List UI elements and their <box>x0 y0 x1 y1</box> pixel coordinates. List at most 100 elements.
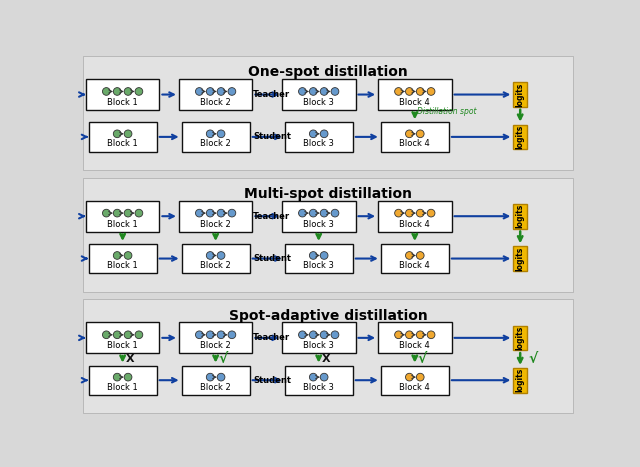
Text: Block 1: Block 1 <box>108 98 138 107</box>
Circle shape <box>395 331 403 339</box>
Circle shape <box>124 209 132 217</box>
Text: Block 2: Block 2 <box>200 341 231 350</box>
Circle shape <box>113 331 121 339</box>
Circle shape <box>206 88 214 95</box>
Circle shape <box>195 331 204 339</box>
Text: Block 2: Block 2 <box>200 140 231 149</box>
Circle shape <box>113 373 121 381</box>
Text: One-spot distillation: One-spot distillation <box>248 65 408 79</box>
FancyBboxPatch shape <box>378 201 452 232</box>
FancyBboxPatch shape <box>182 366 250 395</box>
Circle shape <box>195 209 204 217</box>
Circle shape <box>228 209 236 217</box>
Text: Block 3: Block 3 <box>303 261 334 270</box>
Circle shape <box>113 88 121 95</box>
FancyBboxPatch shape <box>282 322 355 353</box>
Circle shape <box>428 209 435 217</box>
Circle shape <box>320 373 328 381</box>
Text: Block 4: Block 4 <box>399 219 430 228</box>
FancyBboxPatch shape <box>86 79 159 110</box>
FancyBboxPatch shape <box>378 322 452 353</box>
Circle shape <box>195 88 204 95</box>
Circle shape <box>102 331 110 339</box>
Circle shape <box>331 209 339 217</box>
FancyBboxPatch shape <box>378 79 452 110</box>
FancyBboxPatch shape <box>83 56 573 170</box>
Text: Block 3: Block 3 <box>303 98 334 107</box>
FancyBboxPatch shape <box>179 322 252 353</box>
Text: logits: logits <box>516 247 525 271</box>
Text: logits: logits <box>516 368 525 392</box>
FancyBboxPatch shape <box>88 366 157 395</box>
Circle shape <box>417 130 424 138</box>
FancyBboxPatch shape <box>513 246 527 271</box>
Circle shape <box>217 130 225 138</box>
Circle shape <box>102 88 110 95</box>
Circle shape <box>395 209 403 217</box>
Text: √: √ <box>219 352 228 366</box>
Text: Block 1: Block 1 <box>108 383 138 392</box>
Circle shape <box>417 373 424 381</box>
Circle shape <box>102 209 110 217</box>
Circle shape <box>124 130 132 138</box>
Circle shape <box>428 331 435 339</box>
Circle shape <box>217 88 225 95</box>
Text: logits: logits <box>516 204 525 228</box>
Circle shape <box>309 130 317 138</box>
Circle shape <box>406 130 413 138</box>
FancyBboxPatch shape <box>83 299 573 413</box>
Text: Teacher: Teacher <box>253 90 291 99</box>
Circle shape <box>320 209 328 217</box>
FancyBboxPatch shape <box>182 244 250 273</box>
FancyBboxPatch shape <box>513 82 527 107</box>
Circle shape <box>309 88 317 95</box>
Circle shape <box>406 252 413 259</box>
Circle shape <box>217 373 225 381</box>
FancyBboxPatch shape <box>513 125 527 149</box>
FancyBboxPatch shape <box>182 122 250 151</box>
Circle shape <box>331 331 339 339</box>
Circle shape <box>298 88 307 95</box>
FancyBboxPatch shape <box>513 368 527 393</box>
Circle shape <box>309 373 317 381</box>
FancyBboxPatch shape <box>83 178 573 292</box>
FancyBboxPatch shape <box>88 244 157 273</box>
Circle shape <box>417 252 424 259</box>
Circle shape <box>406 331 413 339</box>
Circle shape <box>113 209 121 217</box>
Text: Spot-adaptive distillation: Spot-adaptive distillation <box>228 309 428 323</box>
Circle shape <box>417 331 424 339</box>
Circle shape <box>206 331 214 339</box>
Text: Student: Student <box>253 376 291 385</box>
Text: √: √ <box>529 352 538 366</box>
Text: Distillation spot: Distillation spot <box>417 107 477 116</box>
FancyBboxPatch shape <box>88 122 157 151</box>
Text: logits: logits <box>516 125 525 149</box>
Text: Block 1: Block 1 <box>108 140 138 149</box>
Circle shape <box>206 252 214 259</box>
Circle shape <box>417 88 424 95</box>
Circle shape <box>406 209 413 217</box>
FancyBboxPatch shape <box>513 325 527 350</box>
Circle shape <box>320 88 328 95</box>
Circle shape <box>406 88 413 95</box>
FancyBboxPatch shape <box>282 201 355 232</box>
Circle shape <box>217 331 225 339</box>
Circle shape <box>320 331 328 339</box>
Circle shape <box>320 130 328 138</box>
Text: Block 2: Block 2 <box>200 98 231 107</box>
Text: Teacher: Teacher <box>253 212 291 221</box>
Text: Block 1: Block 1 <box>108 261 138 270</box>
Circle shape <box>124 252 132 259</box>
Text: Block 2: Block 2 <box>200 219 231 228</box>
Text: Block 2: Block 2 <box>200 261 231 270</box>
Circle shape <box>428 88 435 95</box>
Circle shape <box>309 331 317 339</box>
Circle shape <box>113 130 121 138</box>
Circle shape <box>331 88 339 95</box>
FancyBboxPatch shape <box>381 244 449 273</box>
Text: X: X <box>125 354 134 364</box>
Circle shape <box>206 209 214 217</box>
Circle shape <box>135 209 143 217</box>
Text: Block 1: Block 1 <box>108 219 138 228</box>
